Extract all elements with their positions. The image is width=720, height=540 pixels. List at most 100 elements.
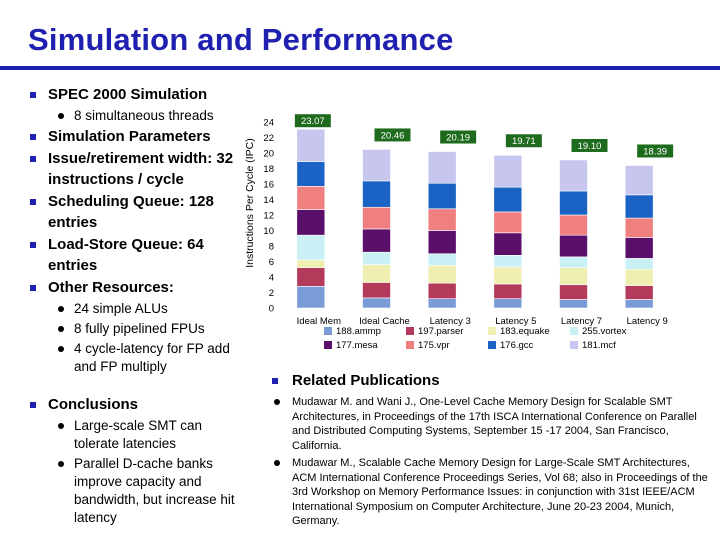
y-tick-label: 24 — [263, 118, 274, 129]
bar-segment-255-vortex — [427, 253, 457, 266]
total-label-box — [374, 128, 411, 142]
round-bullet-icon — [58, 113, 64, 119]
legend-label: 177.mesa — [336, 340, 378, 351]
x-category-label: Ideal Mem — [297, 316, 341, 327]
bullet-text: SPEC 2000 Simulation — [48, 86, 208, 103]
y-tick-label: 22 — [263, 133, 274, 144]
y-tick-label: 0 — [269, 304, 274, 315]
bullet-text: 4 cycle-latency for FP add and FP multip… — [74, 341, 230, 374]
total-label: 19.10 — [578, 141, 602, 152]
bar-segment-183-equake — [624, 268, 654, 286]
bar-segment-181-mcf — [296, 128, 326, 162]
total-label-box — [571, 138, 608, 152]
bullet-item: Conclusions — [30, 394, 240, 415]
total-label-box — [637, 144, 674, 158]
y-tick-label: 20 — [263, 149, 274, 160]
legend-swatch — [570, 341, 578, 349]
publication-item: Mudawar M. and Wani J., One-Level Cache … — [272, 395, 712, 453]
round-bullet-icon — [274, 460, 280, 466]
bar-segment-177-mesa — [493, 232, 523, 256]
total-label: 18.39 — [643, 146, 667, 157]
bar-segment-197-parser — [427, 282, 457, 299]
bullet-item: Issue/retirement width: 32 instructions … — [30, 148, 240, 190]
bar-segment-177-mesa — [427, 230, 457, 255]
bar-segment-197-parser — [362, 282, 391, 299]
bullet-text: 8 fully pipelined FPUs — [74, 321, 205, 336]
legend-label: 175.vpr — [418, 340, 450, 351]
bar-segment-176-gcc — [624, 194, 654, 219]
x-category-label: Latency 7 — [561, 316, 602, 327]
bullet-item: Load-Store Queue: 64 entries — [30, 234, 240, 276]
square-bullet-icon — [30, 402, 36, 408]
bullet-text: 24 simple ALUs — [74, 301, 168, 316]
bullet-text: Parallel D-cache banks improve capacity … — [74, 456, 235, 525]
bullet-item: Scheduling Queue: 128 entries — [30, 191, 240, 233]
bar-segment-188-ammp — [296, 286, 326, 309]
square-bullet-icon — [30, 156, 36, 162]
bar-segment-188-ammp — [559, 299, 588, 309]
square-bullet-icon — [30, 199, 36, 205]
bar-segment-175-vpr — [559, 214, 588, 236]
bar-segment-176-gcc — [362, 180, 391, 208]
x-category-label: Latency 5 — [495, 316, 536, 327]
bar-segment-188-ammp — [362, 297, 391, 309]
total-label: 19.71 — [512, 136, 536, 147]
bar-segment-255-vortex — [296, 234, 326, 261]
bar-segment-176-gcc — [493, 186, 523, 213]
publications-heading-text: Related Publications — [292, 372, 440, 389]
x-category-label: Latency 9 — [627, 316, 668, 327]
bullet-text: Issue/retirement width: 32 instructions … — [48, 150, 234, 188]
legend-label: 255.vortex — [582, 326, 627, 337]
y-tick-label: 8 — [269, 242, 274, 253]
round-bullet-icon — [58, 423, 64, 429]
x-category-label: Latency 3 — [430, 316, 471, 327]
bar-segment-181-mcf — [362, 149, 391, 182]
square-bullet-icon — [30, 285, 36, 291]
total-label-box — [505, 134, 542, 148]
publication-text: Mudawar M. and Wani J., One-Level Cache … — [292, 396, 697, 452]
bullet-item: SPEC 2000 Simulation — [30, 84, 240, 105]
bar-segment-176-gcc — [427, 182, 457, 210]
slide-title: Simulation and Performance — [28, 22, 454, 57]
sub-bullet-item: Large-scale SMT can tolerate latencies — [30, 417, 240, 453]
bullet-item: Other Resources: — [30, 277, 240, 298]
bar-segment-175-vpr — [362, 206, 391, 230]
bar-segment-177-mesa — [559, 234, 588, 258]
publications-list: Related Publications Mudawar M. and Wani … — [272, 370, 712, 529]
sub-bullet-item: 8 simultaneous threads — [30, 107, 240, 125]
left-bullet-list: SPEC 2000 Simulation 8 simultaneous threa… — [30, 84, 240, 527]
legend-swatch — [324, 327, 332, 335]
stacked-bar-chart: Instructions Per Cycle (IPC)024681012141… — [244, 114, 674, 351]
y-tick-label: 18 — [263, 164, 274, 175]
publication-text: Mudawar M., Scalable Cache Memory Design… — [292, 457, 708, 527]
bar-segment-181-mcf — [427, 151, 457, 184]
sub-bullet-item: 4 cycle-latency for FP add and FP multip… — [30, 340, 240, 376]
sub-bullet-item: 24 simple ALUs — [30, 300, 240, 318]
round-bullet-icon — [58, 326, 64, 332]
bar-segment-183-equake — [362, 264, 391, 283]
legend-swatch — [570, 327, 578, 335]
round-bullet-icon — [58, 306, 64, 312]
legend-label: 197.parser — [418, 326, 463, 337]
bar-segment-197-parser — [493, 283, 523, 300]
total-label: 20.19 — [446, 133, 470, 144]
square-bullet-icon — [272, 378, 278, 384]
bar-segment-175-vpr — [493, 211, 523, 234]
bullet-text: Load-Store Queue: 64 entries — [48, 236, 204, 274]
bar-segment-177-mesa — [624, 237, 654, 259]
y-tick-label: 4 — [269, 273, 274, 284]
round-bullet-icon — [274, 399, 280, 405]
publications-heading: Related Publications — [272, 370, 712, 391]
sub-bullet-item: 8 fully pipelined FPUs — [30, 320, 240, 338]
y-tick-label: 12 — [263, 211, 274, 222]
bar-segment-188-ammp — [493, 298, 523, 309]
y-tick-label: 2 — [269, 288, 274, 299]
y-tick-label: 14 — [263, 195, 274, 206]
square-bullet-icon — [30, 92, 36, 98]
bar-segment-197-parser — [624, 285, 654, 300]
bar-segment-183-equake — [427, 265, 457, 284]
bar-segment-183-equake — [296, 259, 326, 268]
bar-segment-175-vpr — [296, 186, 326, 210]
bullet-text: Other Resources: — [48, 279, 174, 296]
bar-segment-197-parser — [296, 267, 326, 287]
